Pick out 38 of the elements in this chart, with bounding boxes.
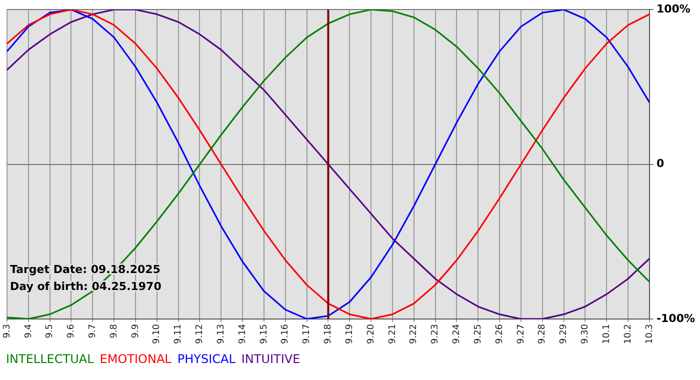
x-tick-label: 9.20 bbox=[366, 324, 376, 344]
x-tick-label: 9.25 bbox=[473, 324, 484, 344]
x-tick-label: 9.12 bbox=[195, 324, 206, 344]
x-tick-label: 9.23 bbox=[430, 324, 441, 344]
x-tick-label: 9.30 bbox=[580, 324, 591, 344]
x-tick-label: 9.6 bbox=[66, 324, 77, 338]
x-tick-label: 9.10 bbox=[152, 324, 162, 344]
x-tick-label: 10.1 bbox=[602, 324, 612, 344]
x-tick-label: 9.15 bbox=[259, 324, 270, 344]
x-tick-label: 9.19 bbox=[344, 324, 355, 344]
x-tick-label: 9.8 bbox=[109, 324, 120, 338]
x-tick-label: 9.28 bbox=[538, 324, 548, 344]
text: EMOTIONAL bbox=[100, 352, 172, 366]
x-tick-label: 9.29 bbox=[559, 324, 570, 344]
x-tick-label: 9.17 bbox=[302, 324, 312, 344]
y-tick-label: 100% bbox=[656, 2, 690, 16]
text: PHYSICAL bbox=[177, 352, 236, 366]
x-tick-label: 9.9 bbox=[130, 324, 141, 338]
y-tick-label: -100% bbox=[656, 312, 696, 325]
x-tick-label: 9.21 bbox=[388, 324, 398, 344]
x-tick-label: 9.13 bbox=[216, 324, 226, 344]
x-tick-label: 9.24 bbox=[452, 324, 462, 344]
x-tick-label: 9.22 bbox=[409, 324, 420, 344]
x-tick-label: 9.16 bbox=[280, 324, 291, 344]
x-tick-label: 10.3 bbox=[644, 324, 655, 344]
x-tick-label: 9.5 bbox=[45, 324, 56, 338]
x-tick-label: 9.3 bbox=[2, 324, 12, 338]
x-tick-label: 9.7 bbox=[88, 324, 98, 338]
x-tick-label: 9.18 bbox=[324, 324, 334, 344]
y-tick-label: 0 bbox=[656, 157, 664, 170]
x-tick-label: 9.27 bbox=[516, 324, 526, 344]
x-tick-label: 9.11 bbox=[174, 324, 184, 344]
x-tick-label: 10.2 bbox=[623, 324, 634, 344]
x-tick-label: 9.4 bbox=[24, 324, 34, 338]
text: INTUITIVE bbox=[241, 352, 300, 366]
text: INTELLECTUAL bbox=[6, 352, 94, 366]
x-tick-label: 9.14 bbox=[238, 324, 248, 344]
x-tick-label: 9.26 bbox=[494, 324, 505, 344]
